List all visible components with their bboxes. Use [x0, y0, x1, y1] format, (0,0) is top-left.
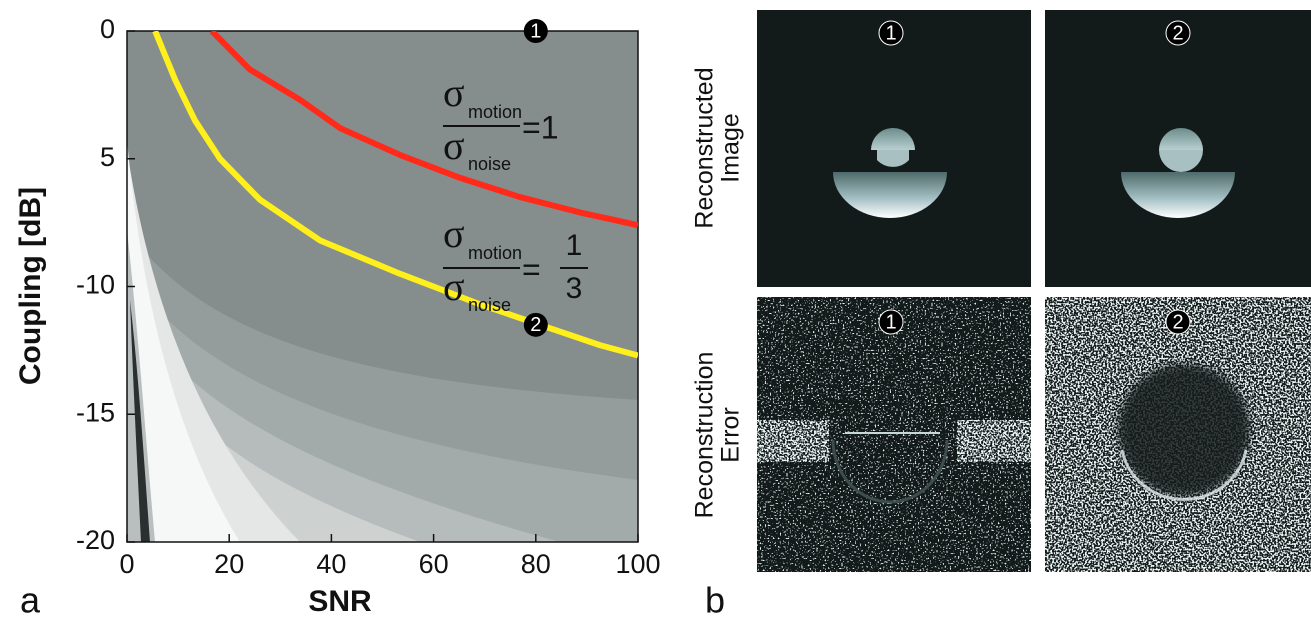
x-tick-label: 100 [615, 549, 660, 579]
y-tick-label: -10 [76, 270, 115, 300]
panel-marker-label: 2 [1172, 311, 1183, 333]
eq-symbol: σ [443, 70, 465, 115]
x-tick-label: 0 [119, 549, 134, 579]
y-tick-label: -15 [76, 397, 115, 427]
point-marker-label: 2 [530, 314, 541, 336]
contour-map [127, 31, 638, 542]
y-tick-label: 5 [100, 142, 115, 172]
panel-marker-label: 1 [885, 311, 896, 333]
eq-rhs: =1 [522, 109, 558, 145]
y-axis-label: Coupling [dB] [14, 187, 47, 385]
image-panels [757, 10, 1311, 572]
eq-subscript: motion [468, 243, 522, 263]
row-label: Image [717, 113, 745, 182]
x-tick-label: 60 [419, 549, 449, 579]
x-tick-label: 80 [521, 549, 551, 579]
eq-subscript: noise [468, 154, 511, 174]
figure: 0 20 40 60 80 100 0 5 -10 -15 -20 1 2 SNR Coupling [… [0, 0, 1311, 621]
eq-rhs-denominator: 3 [566, 272, 583, 305]
error-noise [757, 420, 829, 462]
eq-symbol: σ [443, 123, 465, 168]
x-tick-label: 40 [316, 549, 346, 579]
x-axis-label: SNR [308, 585, 372, 618]
row-label: Error [717, 407, 745, 463]
point-marker-label: 1 [530, 20, 541, 42]
y-tick-label: -20 [76, 525, 115, 555]
eq-symbol: σ [443, 264, 465, 309]
error-hole [1118, 364, 1250, 496]
eq-subscript: noise [468, 295, 511, 315]
panel-label: b [705, 580, 725, 621]
panel-marker-label: 2 [1172, 22, 1183, 44]
y-tick-label: 0 [100, 14, 115, 44]
panel-marker-label: 1 [885, 22, 896, 44]
eq-rhs-numerator: 1 [566, 229, 583, 262]
eq-symbol: σ [443, 211, 465, 256]
eq-rhs: = [522, 251, 541, 287]
panel-label: a [20, 580, 41, 621]
row-label: Reconstruction [691, 352, 719, 519]
error-noise [957, 420, 1031, 462]
eq-subscript: motion [468, 102, 522, 122]
x-tick-label: 20 [214, 549, 244, 579]
row-label: Reconstructed [691, 67, 719, 228]
